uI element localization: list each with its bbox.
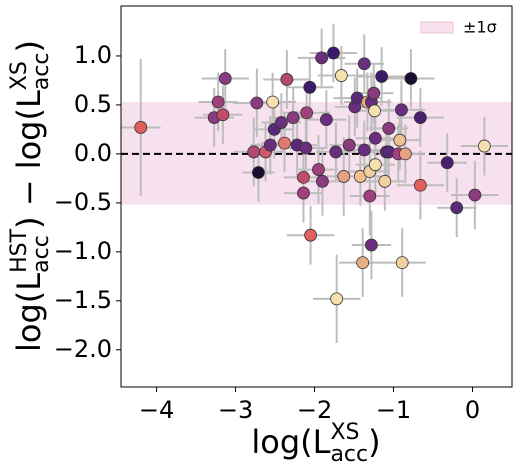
point: [477, 139, 491, 153]
point: [413, 111, 427, 125]
point: [304, 228, 317, 242]
point: [315, 51, 329, 65]
point: [252, 166, 265, 179]
y-tick-label: −1.0: [54, 237, 112, 265]
label-text: ) − log(L: [10, 90, 48, 229]
point: [312, 163, 325, 176]
y-axis-label: log(LaccHST) − log(LaccXS): [7, 40, 54, 352]
y-tick-label: 0.5: [74, 90, 112, 118]
point: [413, 178, 427, 192]
point: [330, 292, 344, 306]
point: [319, 113, 333, 127]
point: [327, 46, 340, 60]
point: [395, 103, 408, 117]
point: [303, 80, 317, 94]
point: [440, 156, 454, 170]
point: [378, 174, 392, 188]
label-subscript: acc: [29, 53, 54, 91]
point: [266, 95, 280, 109]
label-superscript: XS: [7, 61, 32, 90]
point: [247, 145, 261, 159]
point: [404, 72, 418, 85]
label-subscript: acc: [330, 442, 368, 467]
point: [368, 158, 382, 172]
y-tick-label: −1.5: [54, 286, 112, 314]
point: [263, 138, 277, 152]
point: [368, 131, 382, 145]
legend-label: ±1σ: [463, 18, 497, 37]
point: [367, 86, 381, 100]
plot-frame: [120, 5, 513, 388]
x-tick-label: −2: [297, 396, 332, 424]
point: [316, 174, 329, 188]
point: [395, 256, 409, 270]
point: [375, 70, 389, 83]
x-tick-label: 0: [465, 396, 480, 424]
label-text: ): [368, 423, 380, 461]
point: [468, 188, 482, 202]
x-tick-label: −4: [139, 396, 174, 424]
point: [357, 57, 371, 71]
point: [250, 96, 264, 110]
x-tick-label: −3: [218, 396, 253, 424]
point: [393, 133, 407, 147]
legend-swatch: [420, 21, 454, 34]
point: [357, 143, 371, 157]
x-tick-label: −1: [376, 396, 411, 424]
point: [274, 116, 288, 129]
point: [368, 104, 381, 118]
point: [297, 171, 310, 184]
point: [334, 69, 348, 82]
label-text: ): [10, 40, 48, 52]
y-tick-label: −0.5: [54, 188, 112, 216]
y-tick-label: −2.0: [54, 335, 112, 363]
point: [363, 189, 377, 203]
point: [398, 147, 412, 161]
point: [337, 170, 351, 183]
label-superscript: XS: [330, 420, 359, 445]
label-superscript: HST: [7, 228, 32, 273]
point: [329, 145, 343, 159]
point: [211, 95, 225, 109]
point: [342, 138, 356, 152]
point: [134, 121, 148, 134]
label-text: log(L: [10, 273, 48, 352]
point: [364, 238, 378, 252]
label-subscript: acc: [29, 235, 54, 273]
x-axis-label: log(LaccXS): [251, 420, 380, 467]
point: [216, 108, 230, 122]
point: [297, 186, 310, 200]
point: [382, 122, 396, 135]
point: [286, 111, 300, 125]
y-tick-label: 0.0: [74, 139, 112, 167]
point: [356, 256, 370, 270]
point: [278, 136, 291, 150]
point: [450, 201, 464, 215]
label-text: log(L: [251, 423, 330, 461]
point: [218, 72, 232, 85]
point: [280, 73, 294, 86]
point: [299, 141, 313, 155]
y-tick-label: 1.0: [74, 41, 112, 69]
point: [300, 106, 314, 120]
